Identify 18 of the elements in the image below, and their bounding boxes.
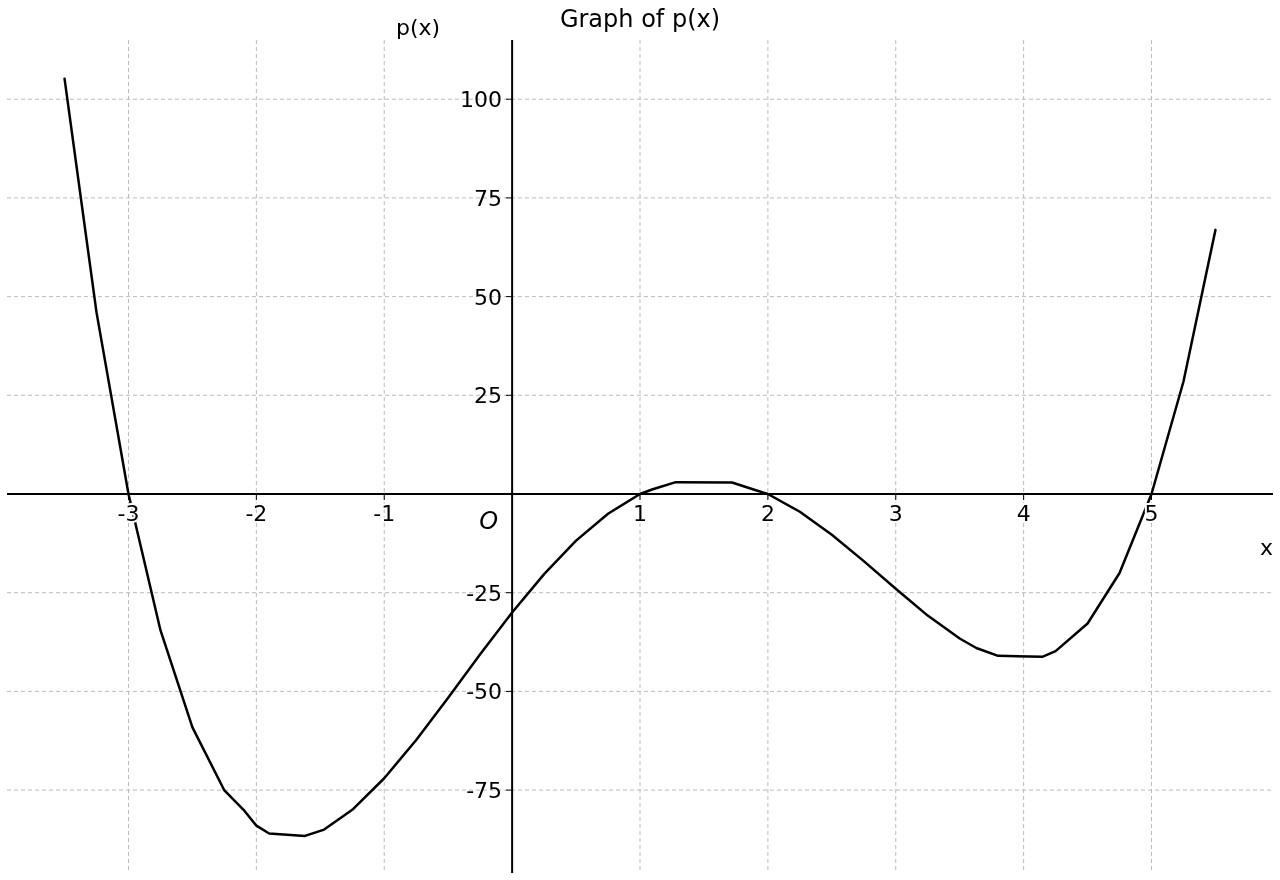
x-tick-label: 3	[888, 501, 903, 526]
x-tick-label: 4	[1016, 501, 1031, 526]
x-tick-label: 1	[633, 501, 647, 526]
x-tick-label: 5	[1144, 501, 1159, 526]
y-tick-label: 100	[460, 87, 503, 113]
y-tick-label: 50	[474, 284, 503, 310]
chart-title: Graph of p(x)	[559, 5, 721, 33]
x-tick-label: -1	[373, 501, 396, 526]
x-tick-label: 2	[760, 501, 775, 526]
y-tick-label: 75	[474, 185, 503, 211]
x-axis-title: x	[1259, 535, 1273, 560]
y-axis-title: p(x)	[395, 15, 441, 40]
x-tick-label: -2	[245, 501, 268, 526]
annotation: O	[479, 507, 499, 535]
y-tick-label: -25	[466, 580, 503, 606]
y-tick-label: -50	[466, 679, 503, 705]
y-tick-label: -75	[466, 778, 503, 804]
y-tick-label: 25	[474, 383, 503, 409]
